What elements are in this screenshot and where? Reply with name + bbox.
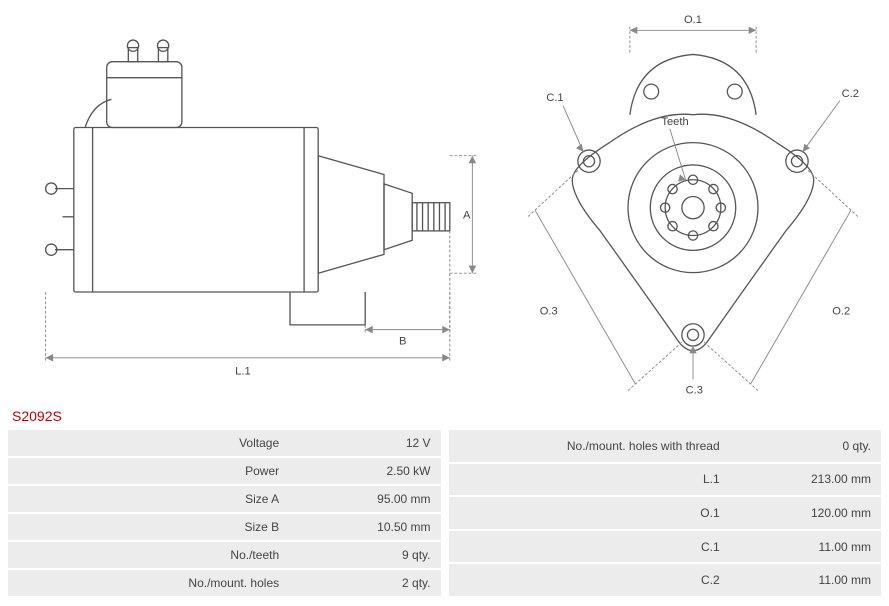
spec-table-left: Voltage12 VPower2.50 kWSize A95.00 mmSiz…	[8, 428, 441, 598]
label-C2: C.2	[842, 88, 859, 100]
label-A: A	[463, 210, 471, 222]
spec-label: Power	[8, 458, 289, 484]
spec-label: O.1	[449, 497, 730, 529]
side-svg: L.1 B A	[8, 8, 478, 388]
diagram-side-view: L.1 B A	[8, 8, 478, 398]
spec-row: C.211.00 mm	[449, 564, 882, 596]
spec-value: 9 qty.	[289, 542, 440, 568]
spec-row: C.111.00 mm	[449, 531, 882, 563]
spec-value: 213.00 mm	[730, 464, 881, 496]
label-teeth: Teeth	[661, 116, 688, 128]
label-O1: O.1	[684, 14, 702, 26]
spec-value: 2 qty.	[289, 570, 440, 596]
diagram-front-view: O.1 O.2 O.3 C.1 C.2 C.3 Teeth	[498, 8, 888, 398]
spec-row: L.1213.00 mm	[449, 464, 882, 496]
spec-row: O.1120.00 mm	[449, 497, 882, 529]
spec-row: Size B10.50 mm	[8, 514, 441, 540]
spec-value: 11.00 mm	[730, 564, 881, 596]
spec-value: 12 V	[289, 430, 440, 456]
diagram-row: L.1 B A	[8, 8, 881, 398]
spec-value: 0 qty.	[730, 430, 881, 462]
spec-row: No./teeth9 qty.	[8, 542, 441, 568]
spec-label: C.2	[449, 564, 730, 596]
label-O2: O.2	[832, 305, 850, 317]
spec-value: 2.50 kW	[289, 458, 440, 484]
spec-row: Voltage12 V	[8, 430, 441, 456]
spec-label: Size A	[8, 486, 289, 512]
label-L1: L.1	[235, 366, 251, 378]
spec-tables: Voltage12 VPower2.50 kWSize A95.00 mmSiz…	[8, 428, 881, 598]
spec-label: L.1	[449, 464, 730, 496]
part-id: S2092S	[12, 408, 881, 424]
label-O3: O.3	[540, 305, 558, 317]
spec-table-right: No./mount. holes with thread0 qty.L.1213…	[449, 428, 882, 598]
spec-value: 11.00 mm	[730, 531, 881, 563]
spec-label: Size B	[8, 514, 289, 540]
spec-row: No./mount. holes2 qty.	[8, 570, 441, 596]
spec-value: 120.00 mm	[730, 497, 881, 529]
spec-row: Size A95.00 mm	[8, 486, 441, 512]
spec-label: No./mount. holes with thread	[449, 430, 730, 462]
label-C1: C.1	[546, 92, 563, 104]
spec-value: 95.00 mm	[289, 486, 440, 512]
label-C3: C.3	[686, 384, 703, 396]
spec-label: No./teeth	[8, 542, 289, 568]
spec-label: C.1	[449, 531, 730, 563]
spec-row: No./mount. holes with thread0 qty.	[449, 430, 882, 462]
spec-label: Voltage	[8, 430, 289, 456]
spec-row: Power2.50 kW	[8, 458, 441, 484]
front-svg: O.1 O.2 O.3 C.1 C.2 C.3 Teeth	[498, 8, 888, 398]
label-B: B	[399, 336, 407, 348]
spec-value: 10.50 mm	[289, 514, 440, 540]
spec-label: No./mount. holes	[8, 570, 289, 596]
